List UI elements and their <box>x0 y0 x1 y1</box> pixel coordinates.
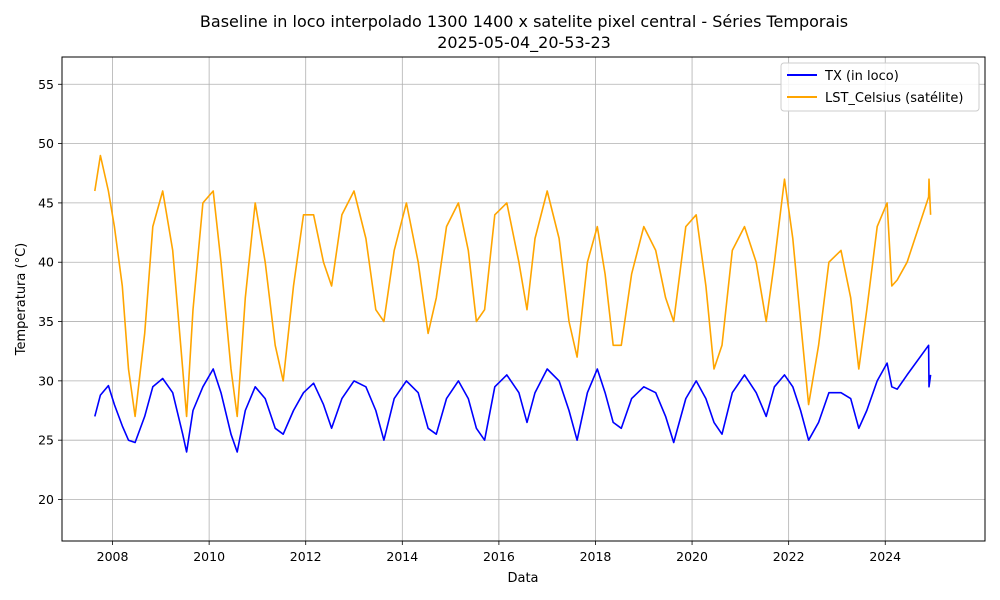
y-tick-label: 30 <box>38 373 54 388</box>
x-tick-label: 2012 <box>290 549 322 564</box>
y-tick-label: 50 <box>38 136 54 151</box>
series-line-lst-celsius <box>94 154 932 418</box>
legend-label-tx: TX (in loco) <box>824 69 899 84</box>
x-tick-label: 2010 <box>193 549 225 564</box>
series-line-tx-in-loco <box>94 344 932 453</box>
plot-area <box>94 154 932 453</box>
y-tick-label: 55 <box>38 77 54 92</box>
legend-box <box>780 62 980 112</box>
y-axis-label: Temperatura (°C) <box>14 243 29 356</box>
axes: 2008 2010 2012 2014 2016 2018 2020 2022 2024 20 25… <box>38 56 986 564</box>
y-tick-label: 35 <box>38 314 54 329</box>
x-tick-label: 2016 <box>483 549 515 564</box>
legend: TX (in loco) LST_Celsius (satélite) <box>780 62 980 112</box>
y-tick-label: 25 <box>38 433 54 448</box>
y-tick-label: 45 <box>38 195 54 210</box>
y-tick-label: 20 <box>38 492 54 507</box>
x-tick-label: 2024 <box>869 549 901 564</box>
legend-label-lst: LST_Celsius (satélite) <box>825 91 963 106</box>
chart-title-line1: Baseline in loco interpolado 1300 1400 x… <box>200 12 848 31</box>
grid <box>62 57 985 541</box>
axes-frame <box>61 56 986 542</box>
x-axis-label: Data <box>507 571 538 586</box>
x-tick-label: 2014 <box>386 549 418 564</box>
x-tick-label: 2022 <box>773 549 805 564</box>
chart-title-line2: 2025-05-04_20-53-23 <box>437 33 611 53</box>
y-tick-label: 40 <box>38 255 54 270</box>
x-tick-label: 2020 <box>676 549 708 564</box>
x-tick-label: 2018 <box>580 549 612 564</box>
x-tick-label: 2008 <box>97 549 129 564</box>
